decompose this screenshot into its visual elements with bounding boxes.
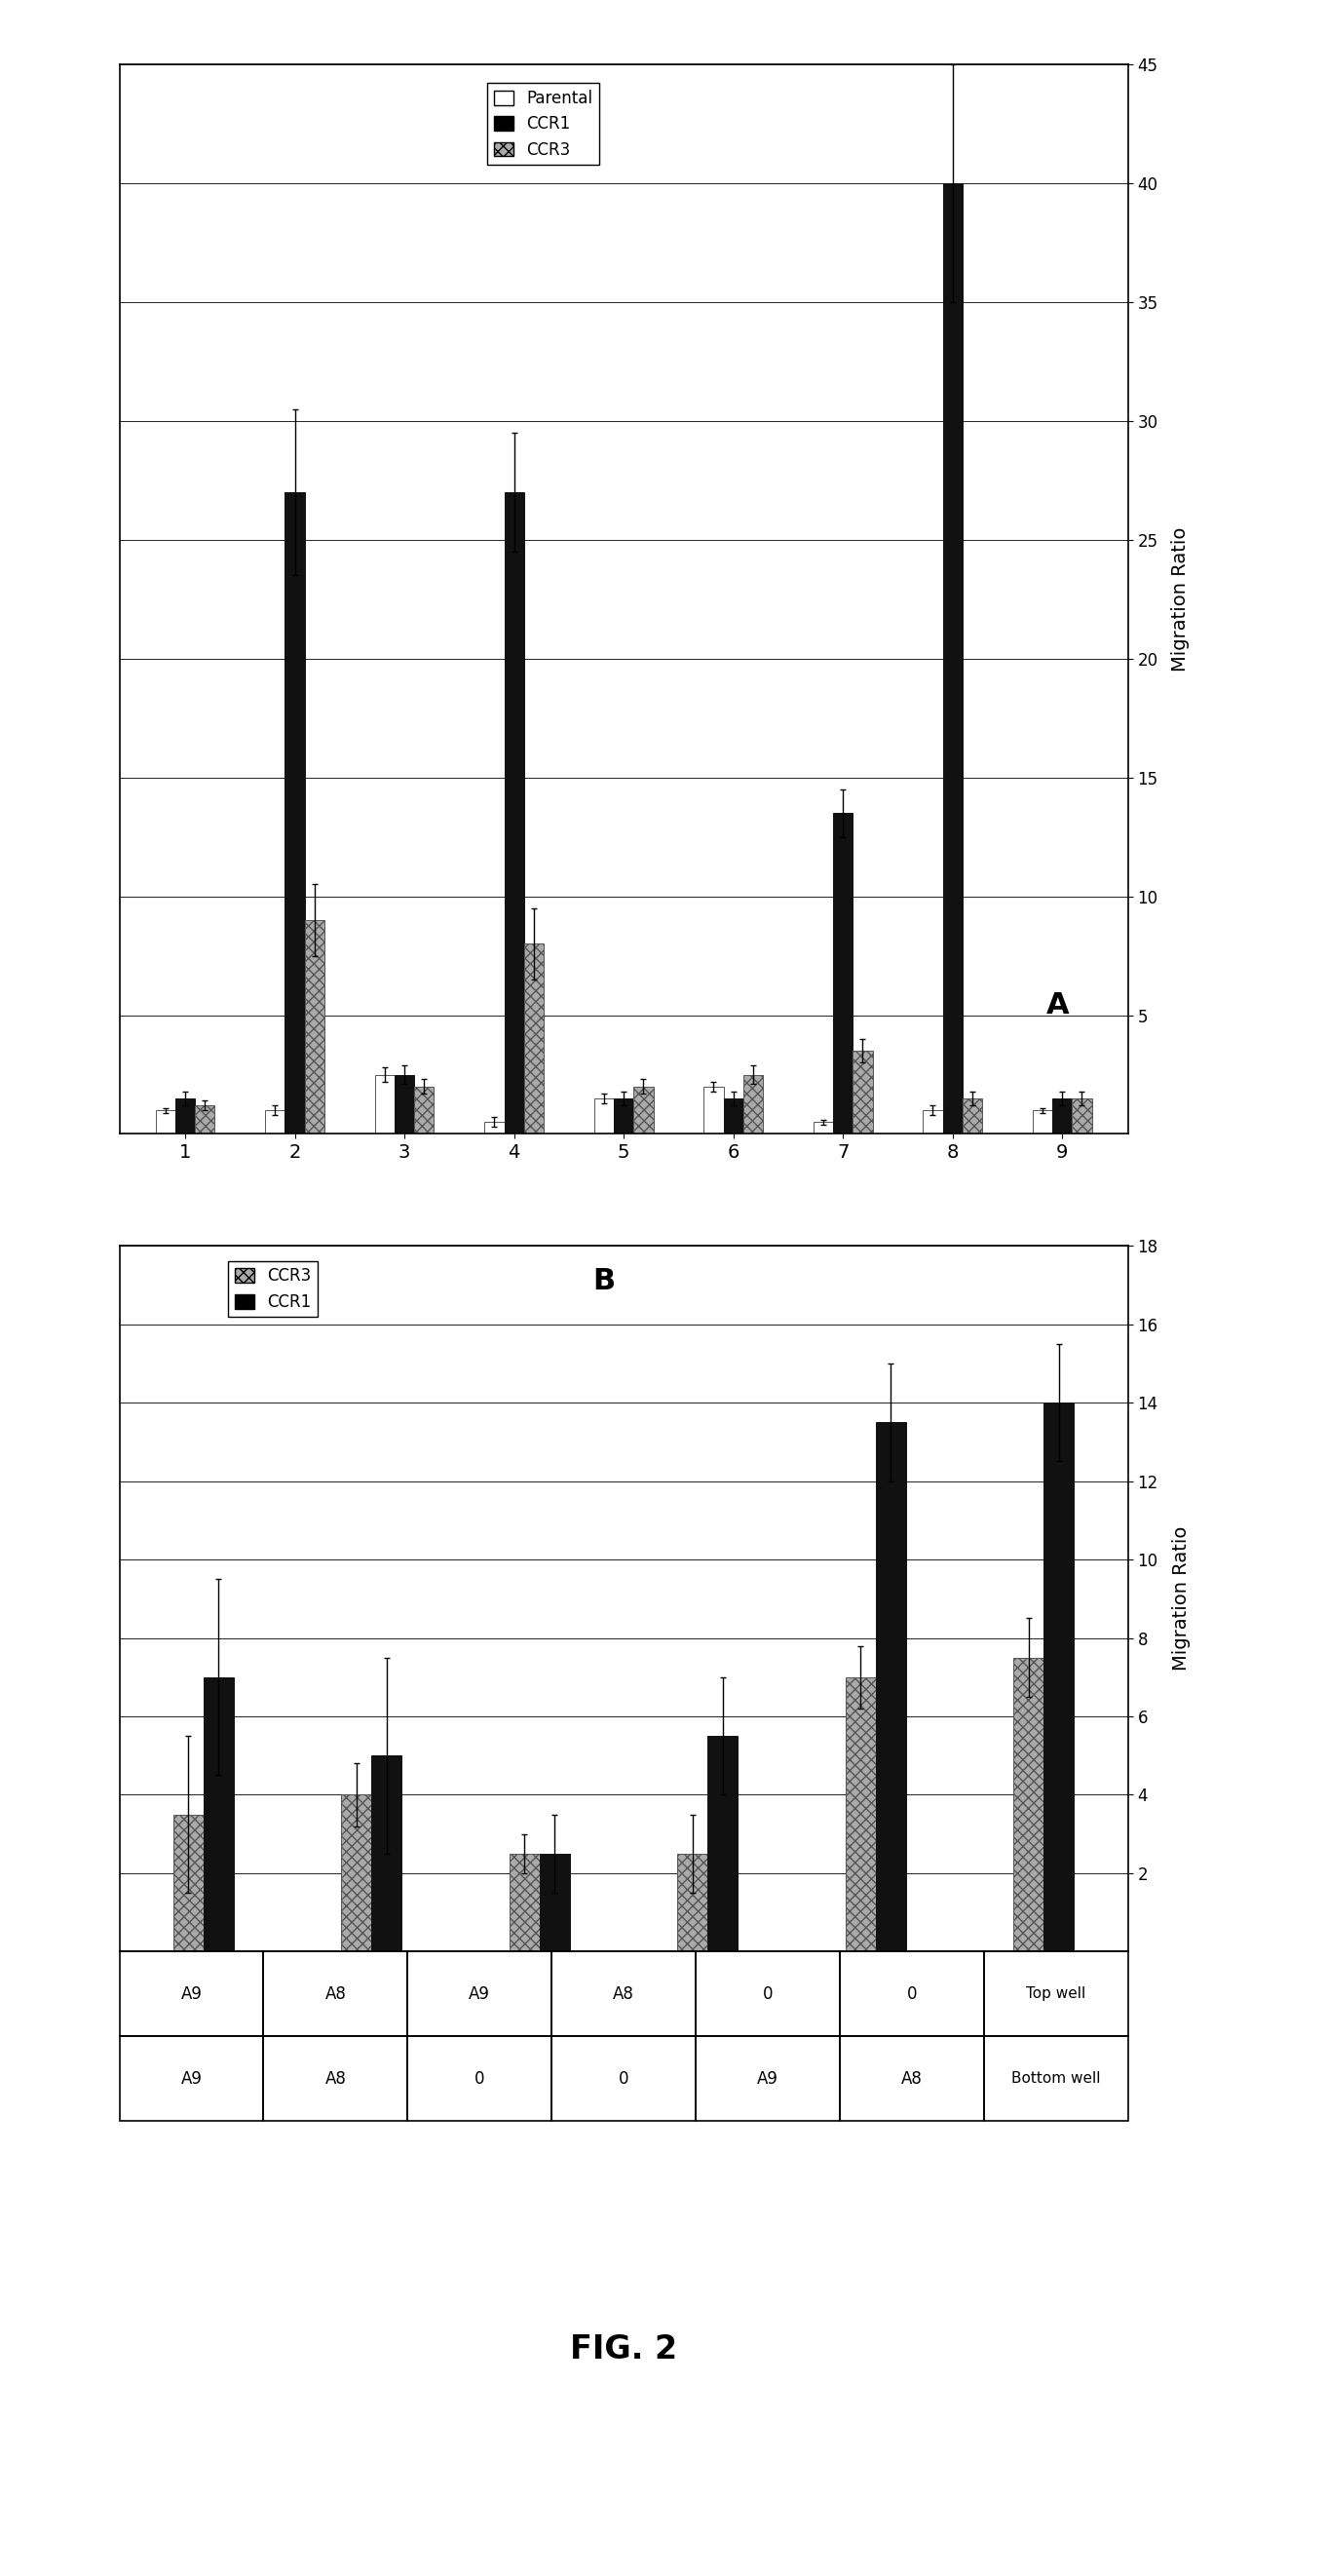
Bar (678, 1855, 707, 1953)
Bar (743, 1074, 763, 1133)
Bar (510, 1855, 540, 1953)
Bar (265, 1110, 285, 1133)
Bar (614, 1097, 633, 1133)
Legend: CCR3, CCR1: CCR3, CCR1 (228, 1262, 318, 1316)
Bar (942, 183, 962, 1133)
Text: A8: A8 (325, 1986, 346, 2002)
Bar (983, 2035, 1128, 2120)
Text: 0: 0 (906, 1986, 917, 2002)
Bar (540, 1855, 569, 1953)
Text: 0: 0 (475, 2071, 484, 2087)
Y-axis label: Migration Ratio: Migration Ratio (1172, 1528, 1190, 1672)
Bar (845, 1677, 876, 1953)
Text: Bottom well: Bottom well (1011, 2071, 1100, 2087)
Bar (175, 1097, 195, 1133)
Bar (840, 1953, 983, 2035)
Bar (372, 1754, 402, 1953)
Text: 0: 0 (618, 2071, 629, 2087)
Text: FIG. 2: FIG. 2 (571, 2334, 677, 2365)
Bar (833, 814, 853, 1133)
Text: Top well: Top well (1026, 1986, 1085, 2002)
Bar (264, 2035, 407, 2120)
Bar (374, 1074, 394, 1133)
Bar (962, 1097, 982, 1133)
Bar (407, 2035, 552, 2120)
Bar (1072, 1097, 1092, 1133)
Bar (840, 2035, 983, 2120)
Bar (119, 2035, 264, 2120)
Text: A9: A9 (180, 1986, 202, 2002)
Text: A8: A8 (901, 2071, 922, 2087)
Bar (1032, 1110, 1052, 1133)
Bar (203, 1677, 234, 1953)
Text: A9: A9 (180, 2071, 202, 2087)
Bar (853, 1051, 873, 1133)
Text: A: A (1046, 992, 1068, 1020)
Text: 0: 0 (763, 1986, 772, 2002)
Bar (524, 943, 544, 1133)
Bar (1052, 1097, 1072, 1133)
Bar (305, 920, 324, 1133)
Bar (924, 1110, 942, 1133)
Bar (813, 1123, 833, 1133)
Text: A9: A9 (468, 1986, 490, 2002)
Bar (695, 1953, 840, 2035)
Bar (407, 1953, 552, 2035)
Bar (723, 1097, 743, 1133)
Text: A8: A8 (325, 2071, 346, 2087)
Bar (341, 1795, 372, 1953)
Bar (703, 1087, 723, 1133)
Bar (394, 1074, 414, 1133)
Bar (876, 1422, 906, 1953)
Bar (484, 1123, 504, 1133)
Bar (707, 1736, 738, 1953)
Bar (264, 1953, 407, 2035)
Text: A8: A8 (613, 1986, 634, 2002)
Bar (594, 1097, 614, 1133)
Bar (195, 1105, 215, 1133)
Bar (552, 1953, 695, 2035)
Y-axis label: Migration Ratio: Migration Ratio (1172, 528, 1190, 672)
Bar (983, 1953, 1128, 2035)
Bar (504, 492, 524, 1133)
Bar (1044, 1404, 1074, 1953)
Bar (633, 1087, 653, 1133)
Bar (1014, 1656, 1044, 1953)
Text: A9: A9 (758, 2071, 779, 2087)
Bar (552, 2035, 695, 2120)
Text: B: B (592, 1267, 614, 1296)
Bar (285, 492, 305, 1133)
Bar (174, 1814, 203, 1953)
Bar (695, 2035, 840, 2120)
Legend: Parental, CCR1, CCR3: Parental, CCR1, CCR3 (487, 82, 598, 165)
Bar (155, 1110, 175, 1133)
Bar (119, 1953, 264, 2035)
Bar (414, 1087, 434, 1133)
